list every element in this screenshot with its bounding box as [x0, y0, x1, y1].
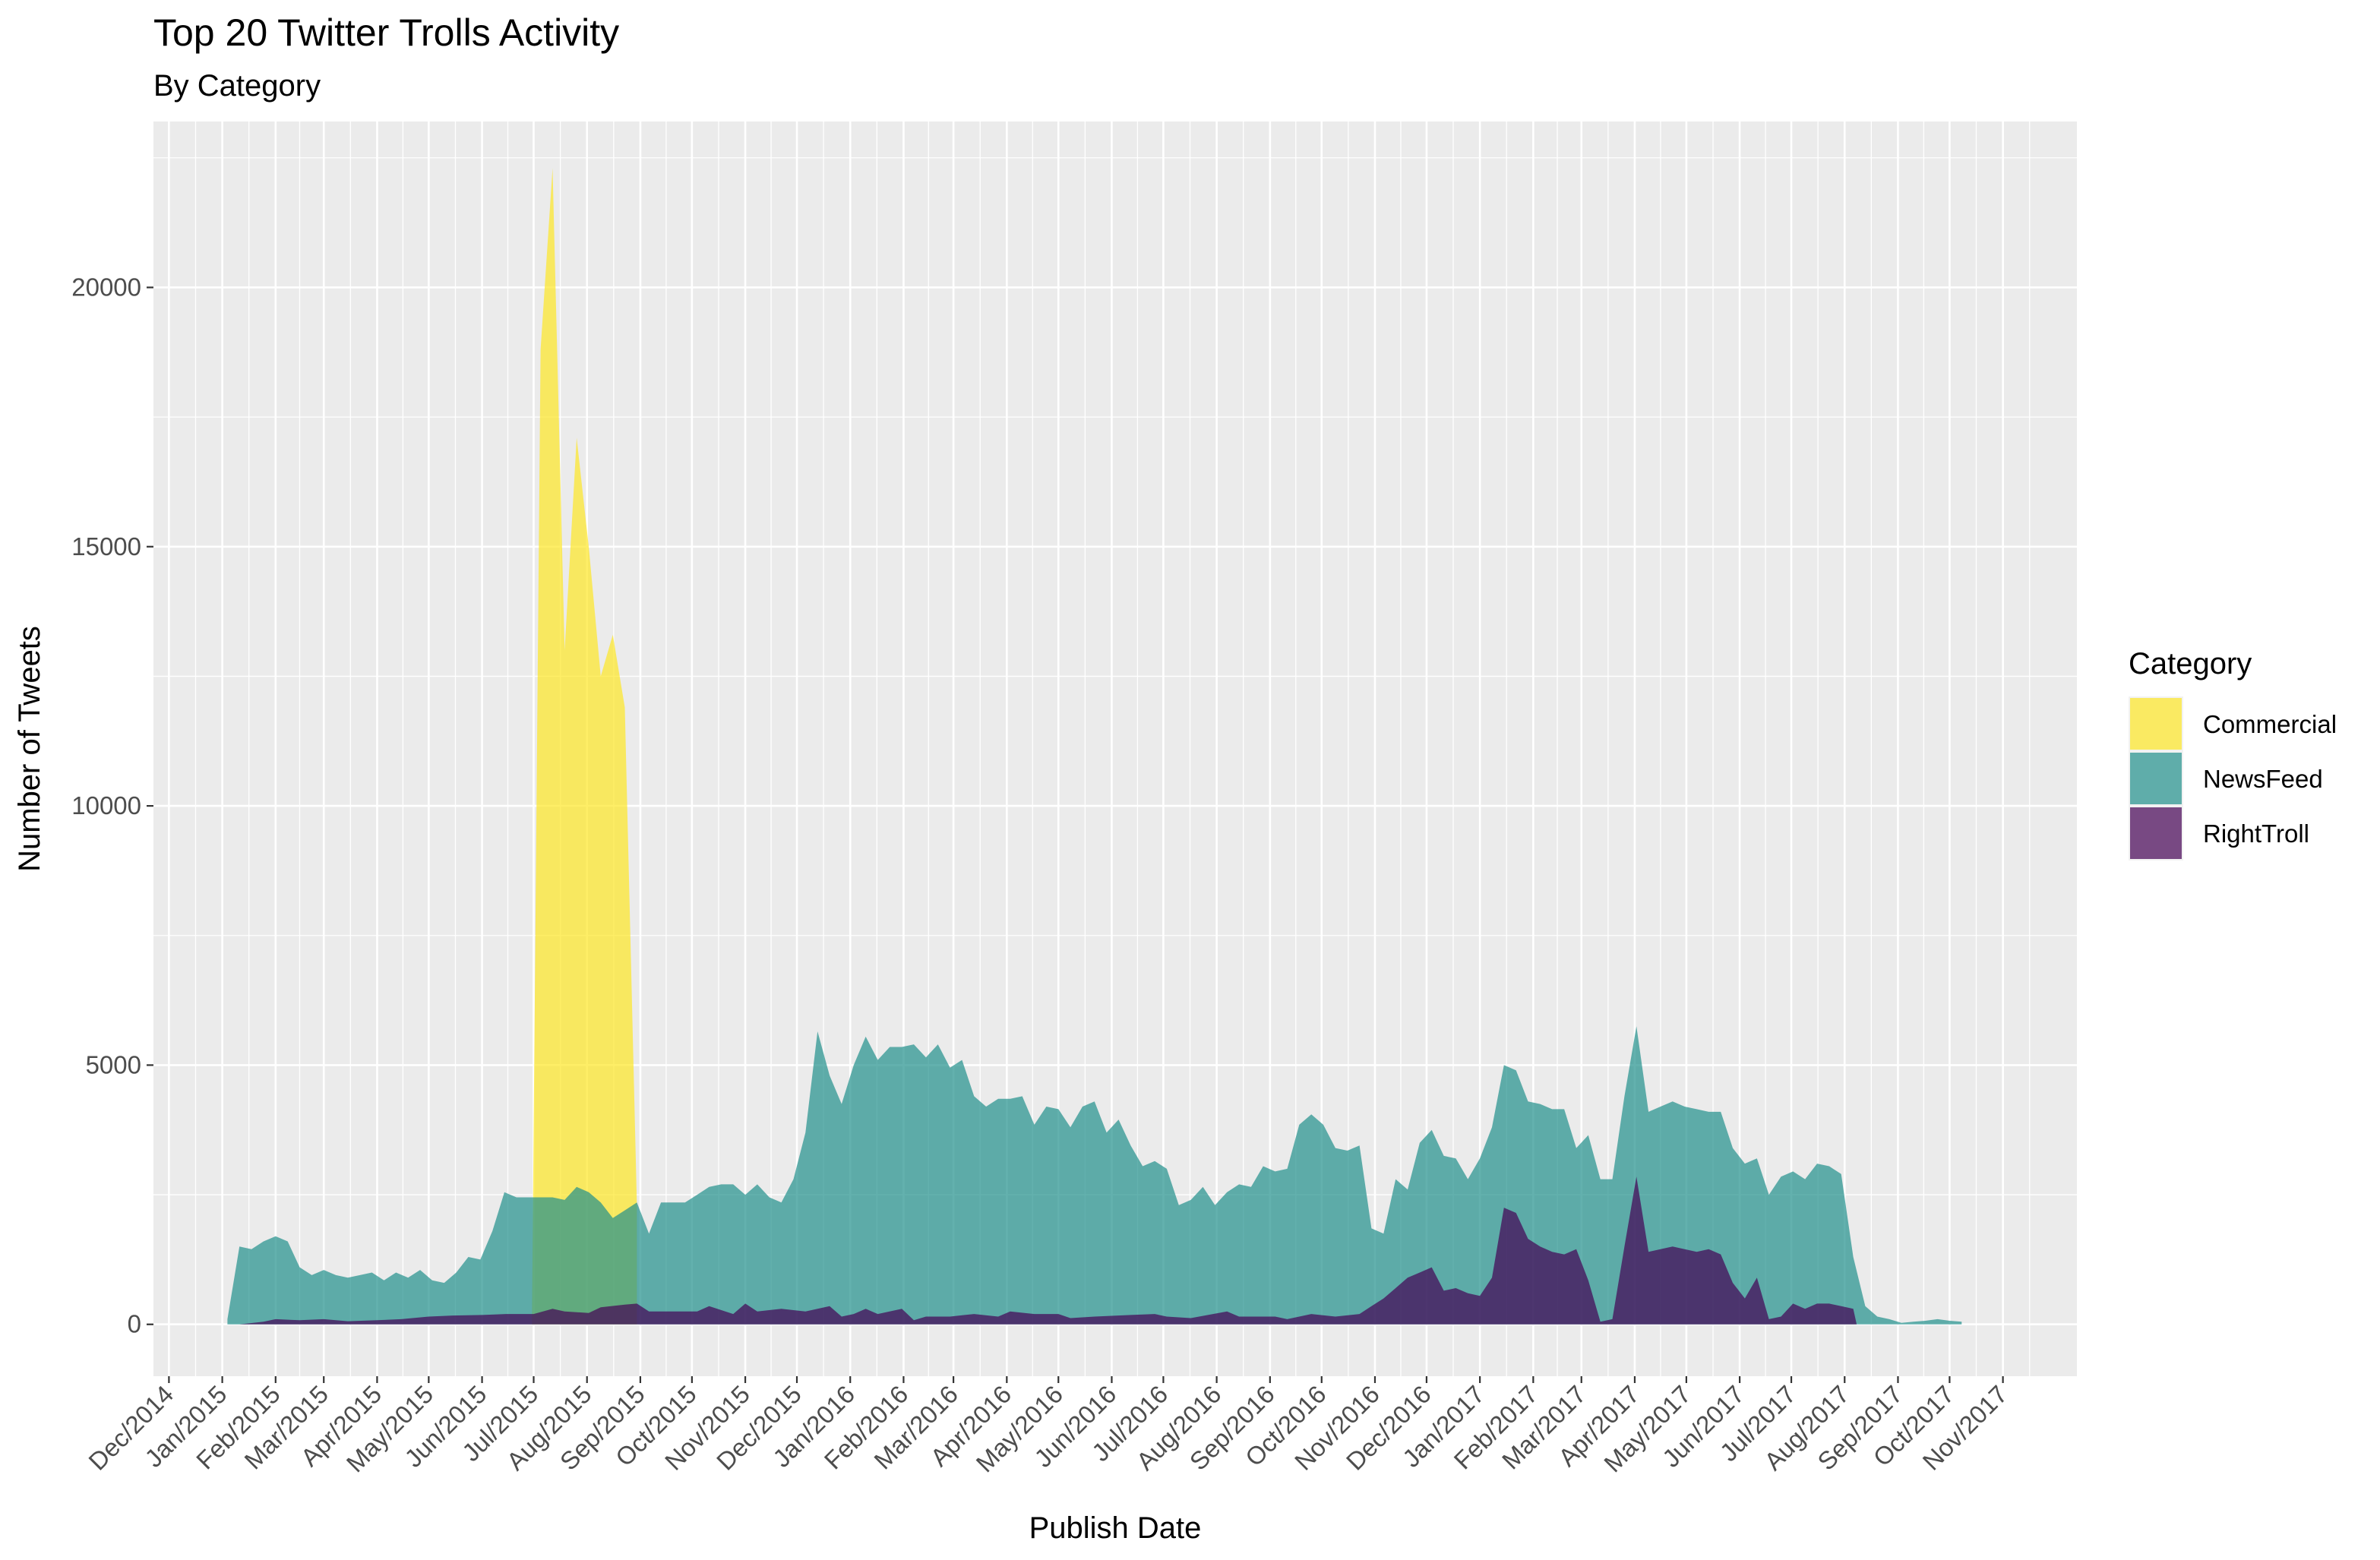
y-axis: 0 5000 10000 15000 20000 — [71, 273, 153, 1338]
y-tick-label: 5000 — [86, 1050, 141, 1078]
chart-title: Top 20 Twitter Trolls Activity — [153, 11, 619, 54]
legend-label: NewsFeed — [2203, 765, 2323, 793]
legend-swatch-righttroll — [2130, 807, 2182, 859]
legend: Category Commercial NewsFeed RightTroll — [2129, 647, 2337, 861]
y-tick-label: 0 — [128, 1310, 141, 1338]
legend-title: Category — [2129, 647, 2252, 681]
x-axis: Dec/2014Jan/2015Feb/2015Mar/2015Apr/2015… — [83, 1376, 2013, 1477]
legend-swatch-commercial — [2130, 698, 2182, 750]
grid-major — [153, 122, 2077, 1376]
legend-label: RightTroll — [2203, 819, 2309, 848]
y-tick-label: 15000 — [71, 532, 141, 561]
y-tick-label: 20000 — [71, 273, 141, 301]
area-series — [227, 168, 1962, 1325]
grid-minor — [153, 122, 2077, 1376]
chart-subtitle: By Category — [153, 69, 321, 103]
legend-swatch-newsfeed — [2130, 753, 2182, 804]
area-righttroll — [239, 1176, 1857, 1325]
y-tick-label: 10000 — [71, 791, 141, 819]
y-axis-title: Number of Tweets — [13, 626, 46, 872]
legend-label: Commercial — [2203, 710, 2337, 738]
area-commercial — [532, 168, 637, 1325]
x-axis-title: Publish Date — [1029, 1511, 1202, 1545]
